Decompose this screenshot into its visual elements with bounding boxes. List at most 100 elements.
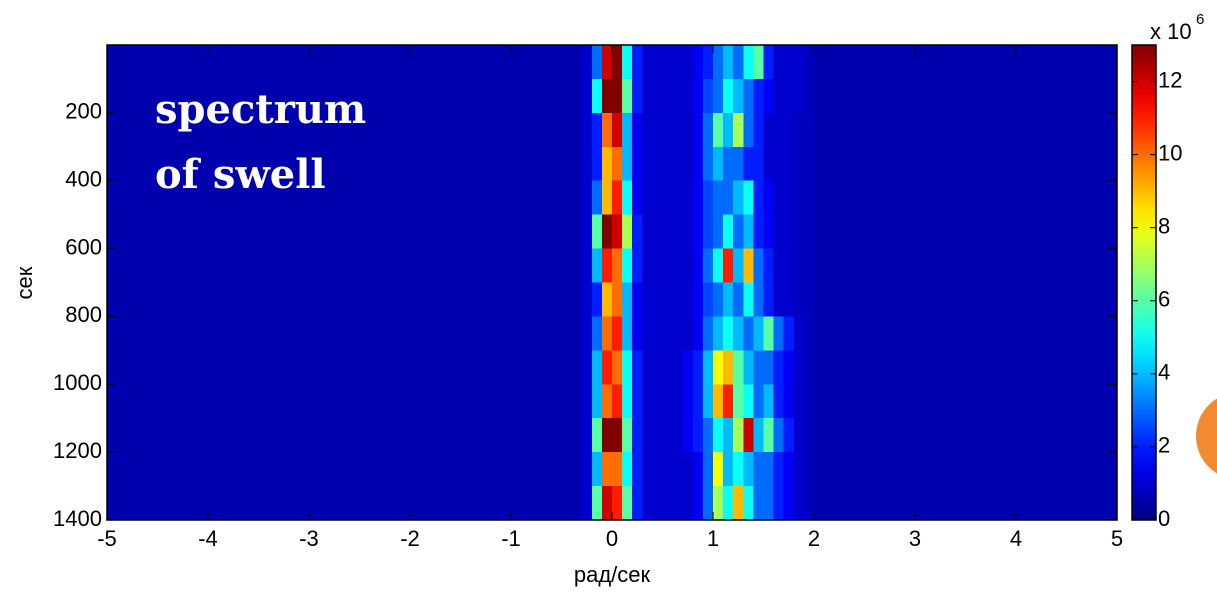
heat-cell <box>743 112 754 148</box>
heat-cell <box>753 384 764 419</box>
heat-cell <box>803 112 815 148</box>
heat-cell <box>581 452 593 487</box>
heat-cell <box>783 78 795 114</box>
heat-cell <box>672 112 684 148</box>
heat-cell <box>702 384 714 419</box>
heat-cell <box>723 146 734 182</box>
heat-cell <box>672 384 684 419</box>
heat-cell <box>642 350 653 385</box>
heat-cell <box>632 248 643 283</box>
heat-cell <box>642 146 653 182</box>
y-axis-label: сек <box>12 266 37 299</box>
heat-cell <box>601 214 613 250</box>
heat-cell <box>753 282 764 317</box>
heat-cell <box>591 214 603 250</box>
heat-cell <box>591 112 603 148</box>
heat-cell <box>753 248 764 283</box>
heat-cell <box>702 486 714 521</box>
heat-cell <box>612 45 623 80</box>
heat-cell <box>692 350 704 385</box>
colorbar-tick-label: 2 <box>1158 433 1170 458</box>
heat-cell <box>713 214 724 250</box>
heat-cell <box>743 180 754 216</box>
heat-cell <box>622 112 633 148</box>
heat-cell <box>814 112 1118 148</box>
colorbar-tick-label: 6 <box>1158 287 1170 312</box>
colorbar-tick-label: 4 <box>1158 360 1170 385</box>
heat-cell <box>632 180 643 216</box>
heat-cell <box>682 45 694 80</box>
heat-cell <box>733 78 744 114</box>
heat-cell <box>793 78 805 114</box>
heat-cell <box>622 214 633 250</box>
heat-cell <box>591 146 603 182</box>
heat-cell <box>713 384 724 419</box>
heat-cell <box>702 282 714 317</box>
heat-cell <box>642 384 653 419</box>
heat-cell <box>107 316 583 351</box>
heat-cell <box>632 112 643 148</box>
heat-cell <box>753 180 764 216</box>
heat-cell <box>601 384 613 419</box>
heat-cell <box>682 248 694 283</box>
heat-cell <box>753 214 764 250</box>
heat-cell <box>652 384 663 419</box>
colorbar <box>1131 44 1157 521</box>
x-tick-label: -2 <box>400 526 420 551</box>
heat-cell <box>814 282 1118 317</box>
heat-cell <box>682 180 694 216</box>
heat-cell <box>662 214 674 250</box>
heat-cell <box>753 418 764 453</box>
heat-cell <box>581 214 593 250</box>
heat-cell <box>591 350 603 385</box>
heat-cell <box>601 282 613 317</box>
heat-cell <box>662 486 674 521</box>
heat-cell <box>713 282 724 317</box>
heat-cell <box>672 78 684 114</box>
heat-cell <box>702 350 714 385</box>
heat-cell <box>803 418 815 453</box>
heat-cell <box>743 214 754 250</box>
heat-cell <box>107 452 583 487</box>
heat-cell <box>743 350 754 385</box>
heat-cell <box>753 112 764 148</box>
heat-cell <box>723 350 734 385</box>
heat-cell <box>622 350 633 385</box>
heat-cell <box>581 282 593 317</box>
heat-cell <box>733 316 744 351</box>
x-tick-label: 3 <box>909 526 921 551</box>
heat-cell <box>622 282 633 317</box>
heat-cell <box>682 78 694 114</box>
heat-cell <box>652 45 663 80</box>
heat-cell <box>733 214 744 250</box>
heat-cell <box>642 418 653 453</box>
heat-cell <box>814 384 1118 419</box>
heat-cell <box>642 248 653 283</box>
heat-cell <box>793 282 805 317</box>
heat-cell <box>783 112 795 148</box>
heat-cell <box>632 214 643 250</box>
heat-cell <box>723 486 734 521</box>
y-tick-label: 400 <box>65 167 102 192</box>
heat-cell <box>591 316 603 351</box>
heat-cell <box>763 486 775 521</box>
heat-cell <box>662 45 674 80</box>
heat-cell <box>612 282 623 317</box>
heat-cell <box>591 78 603 114</box>
heat-cell <box>763 180 775 216</box>
heat-cell <box>814 452 1118 487</box>
heat-cell <box>622 180 633 216</box>
heat-cell <box>793 418 805 453</box>
heat-cell <box>672 316 684 351</box>
heat-cell <box>773 78 785 114</box>
x-tick-label: -3 <box>299 526 319 551</box>
heat-cell <box>672 45 684 80</box>
heat-cell <box>622 146 633 182</box>
heat-cell <box>652 418 663 453</box>
heat-cell <box>753 350 764 385</box>
heat-cell <box>803 45 815 80</box>
heat-cell <box>723 78 734 114</box>
heat-cell <box>642 282 653 317</box>
heat-cell <box>713 78 724 114</box>
